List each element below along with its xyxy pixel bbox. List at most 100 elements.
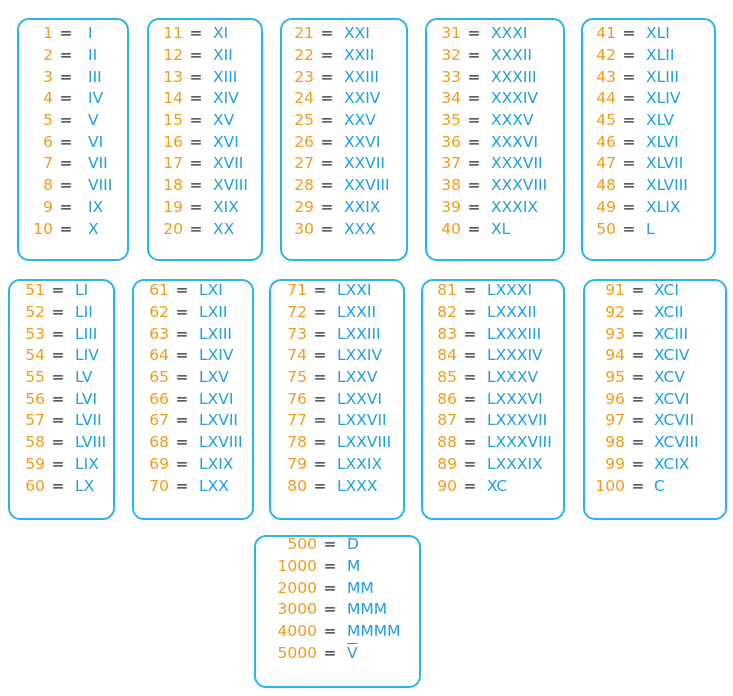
- equals-sign: =: [51, 433, 65, 452]
- arabic-number: 23: [294, 67, 314, 86]
- roman-numeral: LXVII: [199, 411, 238, 430]
- roman-numeral: XXVII: [344, 154, 385, 173]
- arabic-number: 52: [25, 302, 45, 321]
- numeral-row: 91 = XCI: [583, 280, 727, 302]
- numeral-row: 61 = LXI: [132, 280, 254, 302]
- equals-sign: =: [175, 346, 189, 365]
- numeral-row: 69 = LXIX: [132, 454, 254, 476]
- roman-numeral: LXXI: [337, 281, 372, 300]
- numeral-row: 76 = LXXVI: [269, 389, 405, 411]
- arabic-number: 85: [437, 368, 457, 386]
- numeral-row: 19 = XIX: [147, 197, 263, 219]
- equals-sign: =: [59, 132, 73, 151]
- numeral-row: 87 = LXXXVII: [421, 410, 565, 432]
- arabic-number: 17: [163, 154, 183, 173]
- equals-sign: =: [189, 45, 203, 64]
- equals-sign: =: [320, 24, 334, 43]
- roman-numeral: XIV: [213, 89, 239, 108]
- arabic-number: 66: [149, 389, 169, 408]
- equals-sign: =: [189, 111, 203, 129]
- roman-numeral: LXX: [199, 476, 229, 495]
- equals-sign: =: [59, 111, 73, 129]
- equals-sign: =: [313, 368, 327, 386]
- roman-numeral: LXIX: [199, 454, 234, 473]
- numeral-row: 27 = XXVII: [280, 153, 408, 175]
- equals-sign: =: [320, 132, 334, 151]
- arabic-number: 56: [25, 389, 45, 408]
- arabic-number: 93: [605, 324, 625, 343]
- numeral-row: 34 = XXXIV: [425, 88, 565, 110]
- arabic-number: 90: [437, 476, 457, 495]
- numeral-row: 30 = XXX: [280, 219, 408, 241]
- numeral-row: 15 = XV: [147, 110, 263, 132]
- numeral-row: 89 = LXXXIX: [421, 454, 565, 476]
- arabic-number: 20: [163, 219, 183, 238]
- roman-numeral: XLV: [646, 111, 675, 129]
- numeral-row: 16 = XVI: [147, 132, 263, 154]
- equals-sign: =: [467, 176, 481, 195]
- numeral-row: 50 = L: [581, 219, 716, 241]
- numeral-row: 99 = XCIX: [583, 454, 727, 476]
- equals-sign: =: [313, 476, 327, 495]
- numeral-row: 37 = XXXVII: [425, 153, 565, 175]
- numeral-card: [17, 18, 129, 261]
- equals-sign: =: [622, 89, 636, 108]
- equals-sign: =: [323, 600, 337, 619]
- numeral-row: 88 = LXXXVIII: [421, 432, 565, 454]
- roman-numeral: XXXIII: [491, 67, 537, 86]
- numeral-row: 26 = XXVI: [280, 132, 408, 154]
- numeral-row: 23 = XXIII: [280, 67, 408, 89]
- roman-numeral: XXIV: [344, 89, 381, 108]
- equals-sign: =: [622, 24, 636, 43]
- equals-sign: =: [463, 302, 477, 321]
- roman-numeral: LXXVI: [337, 389, 383, 408]
- roman-numeral: LXXXVI: [487, 389, 543, 408]
- roman-numeral: XXI: [344, 24, 370, 43]
- arabic-number: 79: [287, 454, 307, 473]
- numeral-row: 46 = XLVI: [581, 132, 716, 154]
- roman-numeral: XXXVII: [491, 154, 543, 173]
- roman-numeral: MMMM: [347, 622, 401, 640]
- arabic-number: 10: [33, 219, 53, 238]
- arabic-number: 18: [163, 176, 183, 195]
- roman-numeral: MM: [347, 578, 374, 597]
- equals-sign: =: [631, 324, 645, 343]
- numeral-card: [8, 279, 115, 520]
- equals-sign: =: [463, 433, 477, 452]
- arabic-number: 69: [149, 454, 169, 473]
- arabic-number: 95: [605, 368, 625, 386]
- roman-numeral: XXXV: [491, 111, 534, 129]
- arabic-number: 73: [287, 324, 307, 343]
- numeral-row: 57 = LVII: [8, 410, 115, 432]
- numeral-row: 93 = XCIII: [583, 324, 727, 346]
- arabic-number: 88: [437, 433, 457, 452]
- numeral-card: [132, 279, 254, 520]
- numeral-row: 72 = LXXII: [269, 302, 405, 324]
- roman-numeral: XXII: [344, 45, 375, 64]
- arabic-number: 34: [441, 89, 461, 108]
- roman-numeral: XCV: [654, 368, 685, 386]
- roman-numeral: LXI: [199, 281, 223, 300]
- numeral-row: 12 = XII: [147, 45, 263, 67]
- arabic-number: 97: [605, 411, 625, 430]
- equals-sign: =: [467, 67, 481, 86]
- roman-numeral: LXIII: [199, 324, 232, 343]
- numeral-row: 44 = XLIV: [581, 88, 716, 110]
- numeral-row: 2000 = MM: [254, 578, 421, 600]
- roman-numeral: LVI: [75, 389, 98, 408]
- numeral-card: [581, 18, 716, 261]
- arabic-number: 62: [149, 302, 169, 321]
- equals-sign: =: [175, 454, 189, 473]
- numeral-row: 9 = IX: [17, 197, 129, 219]
- numeral-row: 24 = XXIV: [280, 88, 408, 110]
- numeral-row: 59 = LIX: [8, 454, 115, 476]
- equals-sign: =: [323, 578, 337, 597]
- numeral-row: 52 = LII: [8, 302, 115, 324]
- arabic-number: 1000: [277, 556, 317, 575]
- numeral-row: 14 = XIV: [147, 88, 263, 110]
- roman-numeral: LXXIX: [337, 454, 383, 473]
- numeral-row: 58 = LVIII: [8, 432, 115, 454]
- arabic-number: 92: [605, 302, 625, 321]
- numeral-row: 5000 = V: [254, 643, 421, 665]
- arabic-number: 11: [163, 24, 183, 43]
